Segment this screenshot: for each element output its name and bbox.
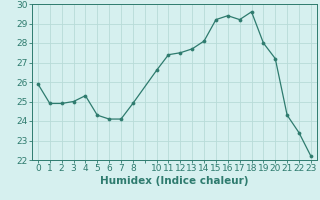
X-axis label: Humidex (Indice chaleur): Humidex (Indice chaleur)	[100, 176, 249, 186]
